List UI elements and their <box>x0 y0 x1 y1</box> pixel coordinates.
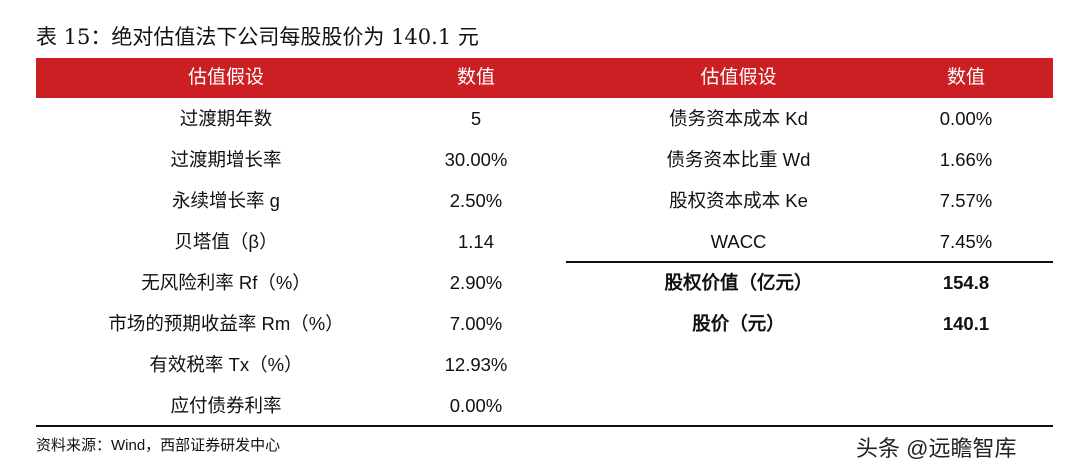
left-row-label: 永续增长率 g <box>172 190 280 211</box>
right-row-label: WACC <box>710 231 767 252</box>
right-row-value: 7.57% <box>939 190 993 211</box>
left-row-value: 1.14 <box>457 231 494 252</box>
right-row-value: 0.00% <box>939 108 993 129</box>
result-value-equity-value: 154.8 <box>942 272 990 293</box>
left-value-column: 5 30.00% 2.50% 1.14 2.90% 7.00% 12.93% 0… <box>416 98 536 426</box>
result-label-equity-value: 股权价值（亿元） <box>664 272 813 293</box>
left-row-value: 2.90% <box>449 272 503 293</box>
left-row-value: 12.93% <box>444 354 508 375</box>
right-row-label: 股权资本成本 Ke <box>669 190 808 211</box>
right-value-column: 0.00% 1.66% 7.57% 7.45% 154.8 140.1 <box>911 98 1021 344</box>
watermark: 头条 @远瞻智库 <box>856 436 1017 461</box>
results-divider <box>566 261 1053 263</box>
header-right-assumption: 估值假设 <box>700 67 777 88</box>
left-row-label: 贝塔值（β） <box>174 231 278 252</box>
left-row-label: 过渡期增长率 <box>170 149 282 170</box>
left-row-value: 2.50% <box>449 190 503 211</box>
left-row-value: 7.00% <box>449 313 503 334</box>
right-row-label: 债务资本成本 Kd <box>669 108 808 129</box>
header-right-value: 数值 <box>946 67 985 88</box>
right-label-column: 债务资本成本 Kd 债务资本比重 Wd 股权资本成本 Ke WACC 股权价值（… <box>566 98 911 344</box>
table-bottom-rule <box>36 425 1053 427</box>
left-row-label: 无风险利率 Rf（%） <box>141 272 311 293</box>
table-title: 表 15：绝对估值法下公司每股股价为 140.1 元 <box>36 25 479 49</box>
left-row-value: 0.00% <box>449 395 503 416</box>
source-note: 资料来源：Wind，西部证券研发中心 <box>36 437 281 454</box>
left-label-column: 过渡期年数 过渡期增长率 永续增长率 g 贝塔值（β） 无风险利率 Rf（%） … <box>36 98 416 426</box>
header-left-value: 数值 <box>456 67 495 88</box>
table-header: 估值假设 数值 估值假设 数值 <box>36 58 1053 98</box>
left-row-label: 应付债券利率 <box>170 395 282 416</box>
header-left-assumption: 估值假设 <box>187 67 264 88</box>
right-row-value: 7.45% <box>939 231 993 252</box>
left-row-label: 过渡期年数 <box>179 108 273 129</box>
right-row-label: 债务资本比重 Wd <box>666 149 811 170</box>
result-label-share-price: 股价（元） <box>692 313 785 334</box>
left-row-label: 市场的预期收益率 Rm（%） <box>108 313 344 334</box>
left-row-value: 30.00% <box>444 149 508 170</box>
left-row-label: 有效税率 Tx（%） <box>149 354 303 375</box>
left-row-value: 5 <box>470 108 482 129</box>
result-value-share-price: 140.1 <box>942 313 990 334</box>
right-row-value: 1.66% <box>939 149 993 170</box>
